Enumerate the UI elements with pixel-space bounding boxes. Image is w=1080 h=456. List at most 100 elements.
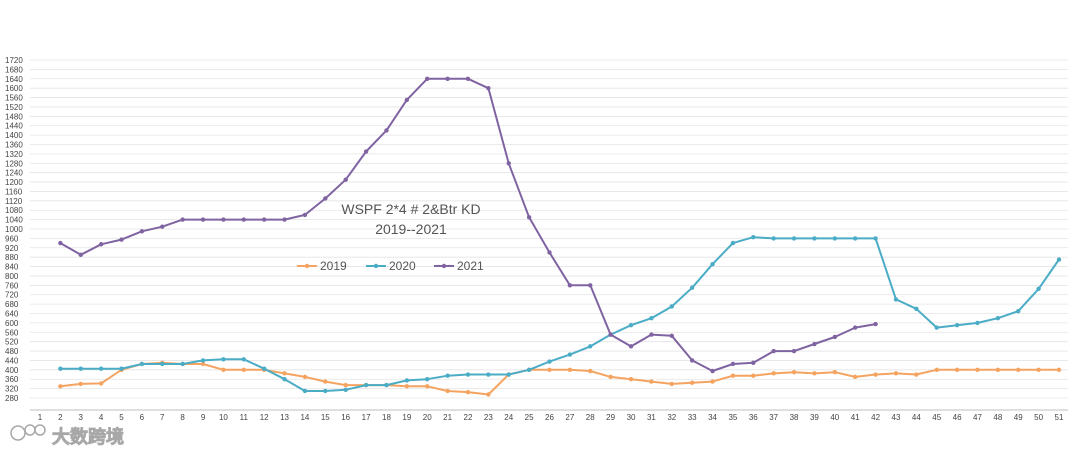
point-2019-42 bbox=[873, 372, 878, 377]
point-2019-50 bbox=[1036, 367, 1041, 373]
x-tick-label-6: 6 bbox=[140, 413, 145, 422]
x-tick-label-40: 40 bbox=[830, 413, 839, 422]
y-tick-label-520: 520 bbox=[5, 338, 19, 347]
y-tick-label-400: 400 bbox=[5, 366, 19, 375]
x-tick-label-16: 16 bbox=[341, 413, 350, 422]
point-2019-23 bbox=[486, 392, 491, 397]
x-tick-label-9: 9 bbox=[201, 413, 206, 422]
chart-title: WSPF 2*4 # 2&Btr KD bbox=[341, 201, 480, 217]
legend-item-2019: 2019 bbox=[297, 259, 347, 273]
point-2020-31 bbox=[649, 315, 654, 321]
x-tick-label-21: 21 bbox=[443, 413, 452, 422]
x-tick-label-26: 26 bbox=[545, 413, 554, 422]
point-2021-36 bbox=[751, 360, 756, 365]
point-2020-21 bbox=[445, 373, 450, 378]
point-2020-33 bbox=[689, 285, 695, 290]
legend-item-2021: 2021 bbox=[434, 259, 484, 273]
y-tick-label-960: 960 bbox=[5, 234, 19, 243]
point-2020-27 bbox=[567, 352, 573, 357]
x-tick-label-44: 44 bbox=[912, 413, 921, 422]
y-tick-label-320: 320 bbox=[5, 385, 19, 394]
point-2020-9 bbox=[200, 358, 206, 363]
point-2020-38 bbox=[791, 236, 797, 241]
x-tick-label-46: 46 bbox=[953, 413, 962, 422]
point-2021-39 bbox=[812, 341, 817, 347]
x-tick-label-39: 39 bbox=[810, 413, 819, 422]
x-tick-label-13: 13 bbox=[280, 413, 289, 422]
point-2021-14 bbox=[302, 212, 308, 218]
point-2020-23 bbox=[486, 372, 491, 377]
x-tick-label-51: 51 bbox=[1055, 413, 1064, 422]
point-2021-12 bbox=[261, 217, 267, 222]
point-2021-37 bbox=[771, 348, 776, 354]
point-2021-3 bbox=[78, 252, 83, 258]
point-2020-14 bbox=[302, 388, 308, 394]
x-tick-label-3: 3 bbox=[79, 413, 84, 422]
point-2021-7 bbox=[160, 224, 165, 229]
y-tick-label-1360: 1360 bbox=[5, 141, 23, 150]
y-tick-label-360: 360 bbox=[5, 375, 19, 384]
y-tick-label-440: 440 bbox=[5, 356, 19, 365]
point-2020-35 bbox=[730, 240, 736, 246]
point-2021-26 bbox=[547, 250, 552, 255]
point-2020-11 bbox=[241, 357, 246, 362]
point-2020-36 bbox=[751, 235, 756, 240]
x-tick-label-8: 8 bbox=[180, 413, 185, 422]
x-tick-label-2: 2 bbox=[58, 413, 63, 422]
point-2021-21 bbox=[445, 76, 450, 81]
y-tick-label-1240: 1240 bbox=[5, 169, 23, 178]
point-2021-41 bbox=[853, 325, 858, 330]
point-2021-13 bbox=[282, 217, 287, 222]
x-tick-label-24: 24 bbox=[504, 413, 513, 422]
x-tick-label-48: 48 bbox=[993, 413, 1002, 422]
point-2020-10 bbox=[221, 357, 226, 362]
y-tick-label-1200: 1200 bbox=[5, 178, 23, 187]
point-2019-10 bbox=[221, 367, 226, 373]
point-2020-16 bbox=[343, 387, 348, 392]
chart-subtitle: 2019--2021 bbox=[375, 221, 447, 237]
point-2021-23 bbox=[486, 85, 491, 91]
legend-item-2020: 2020 bbox=[366, 259, 416, 273]
point-2020-40 bbox=[832, 236, 838, 241]
point-2021-25 bbox=[526, 215, 532, 220]
point-2020-32 bbox=[669, 304, 674, 309]
point-2021-20 bbox=[425, 76, 430, 81]
y-tick-label-840: 840 bbox=[5, 263, 19, 272]
point-2019-39 bbox=[812, 371, 817, 376]
y-tick-label-760: 760 bbox=[5, 281, 19, 290]
point-2020-6 bbox=[139, 361, 145, 367]
x-tick-label-43: 43 bbox=[892, 413, 901, 422]
watermark: 大数跨境 bbox=[10, 424, 124, 448]
x-tick-label-18: 18 bbox=[382, 413, 391, 422]
legend-dot-2019 bbox=[304, 263, 310, 269]
legend-label-2021: 2021 bbox=[457, 259, 484, 273]
point-2021-29 bbox=[608, 332, 613, 337]
point-2021-8 bbox=[180, 217, 185, 222]
point-2020-4 bbox=[98, 366, 104, 371]
y-tick-label-1280: 1280 bbox=[5, 159, 23, 168]
y-tick-label-920: 920 bbox=[5, 244, 19, 253]
y-tick-label-1720: 1720 bbox=[5, 56, 23, 65]
x-axis-tick-labels: 1 2 3 4 5 6 7 8 9 10 11 12 13 14 15 16 17 18 19 20 21 22 23 24 2… bbox=[38, 413, 1064, 422]
y-tick-label-600: 600 bbox=[5, 319, 19, 328]
point-2020-26 bbox=[547, 359, 552, 364]
point-2020-45 bbox=[934, 325, 939, 330]
x-tick-label-42: 42 bbox=[871, 413, 880, 422]
series-2021 bbox=[58, 76, 878, 374]
series-2019 bbox=[58, 360, 1062, 397]
x-tick-label-19: 19 bbox=[402, 413, 411, 422]
series-2020 bbox=[58, 235, 1062, 394]
x-tick-label-7: 7 bbox=[160, 413, 165, 422]
point-2020-13 bbox=[282, 377, 287, 382]
y-axis-tick-labels: 2803203604004404805205606006406807207608… bbox=[5, 56, 23, 403]
x-tick-label-49: 49 bbox=[1014, 413, 1023, 422]
point-2021-16 bbox=[343, 177, 348, 182]
point-2020-50 bbox=[1036, 286, 1041, 292]
point-2021-5 bbox=[119, 237, 124, 242]
point-2020-12 bbox=[261, 366, 267, 371]
point-2019-33 bbox=[689, 380, 695, 385]
series-line-2021 bbox=[59, 77, 876, 372]
point-2019-15 bbox=[323, 379, 328, 384]
point-2020-42 bbox=[873, 236, 878, 241]
